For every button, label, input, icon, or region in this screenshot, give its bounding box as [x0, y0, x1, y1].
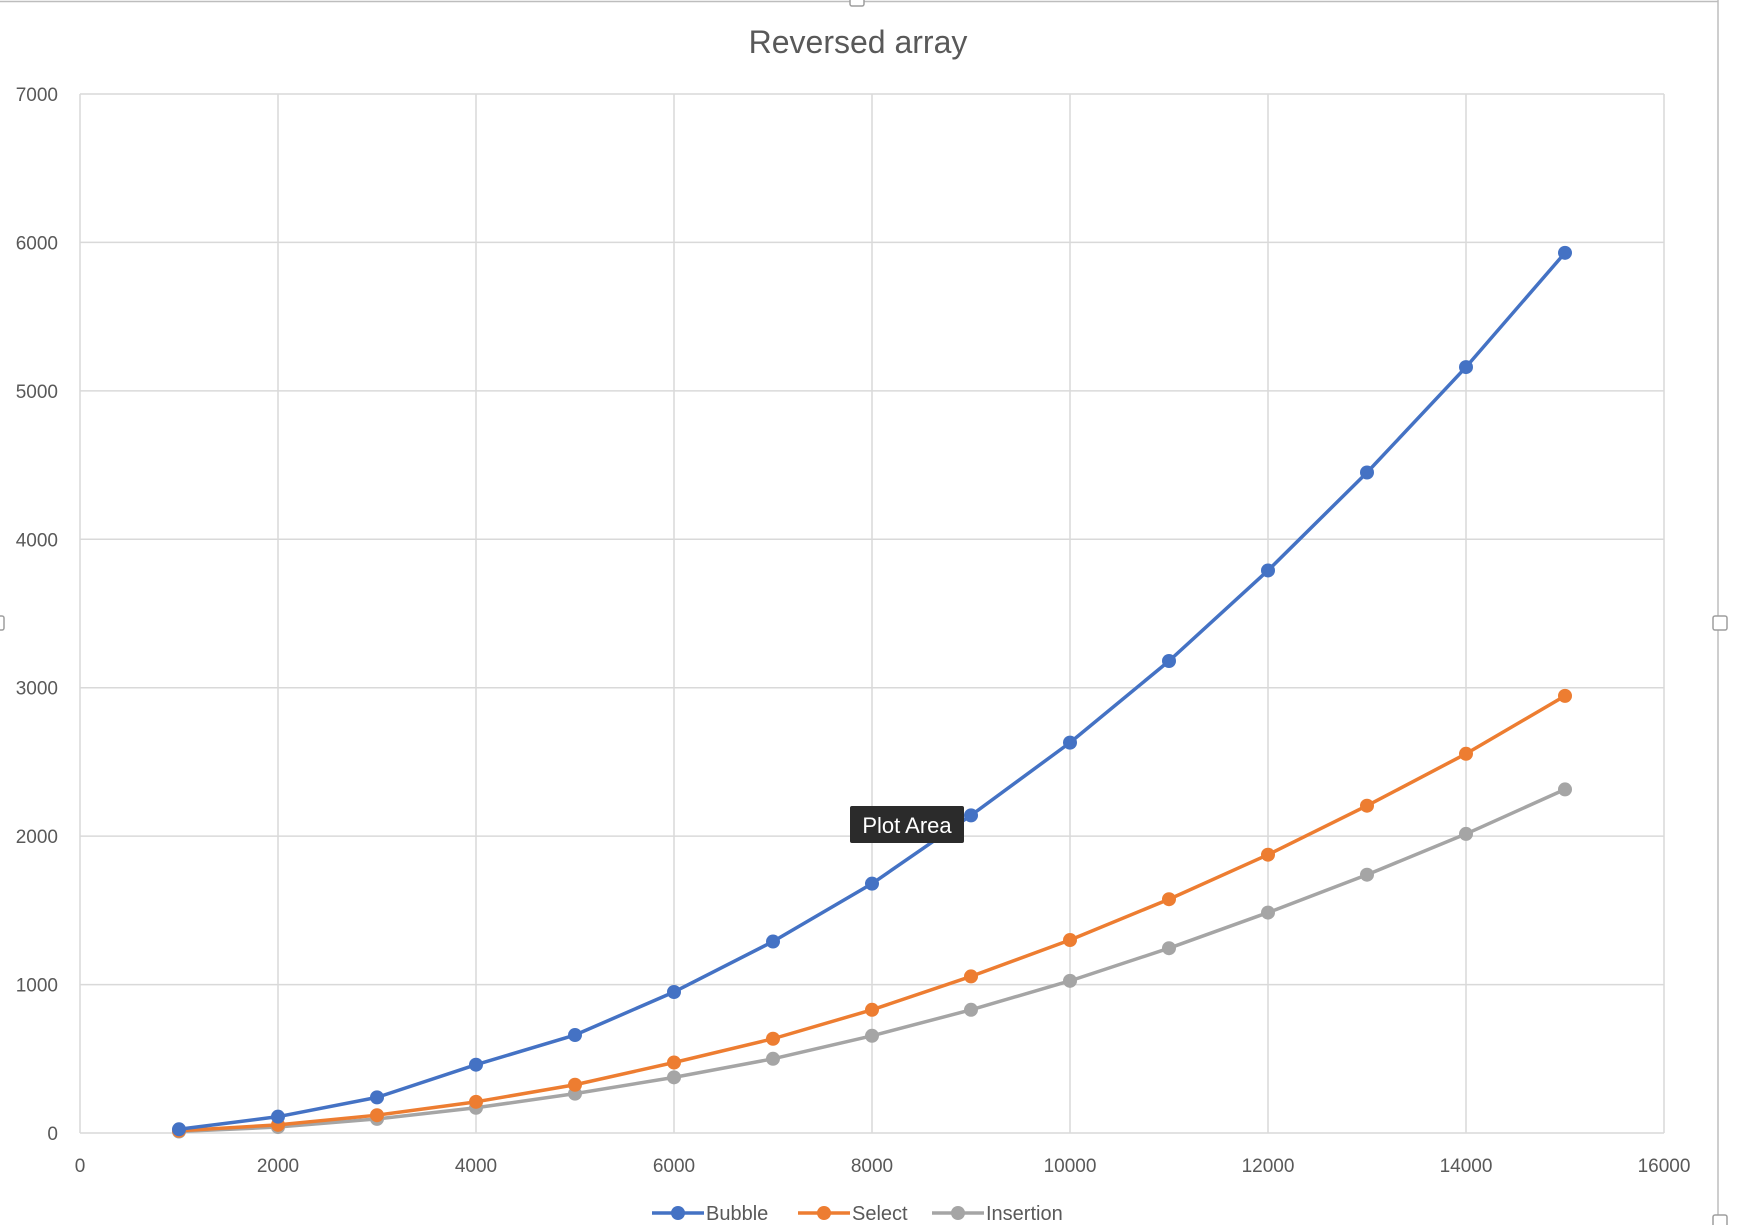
data-point[interactable] [172, 1122, 186, 1137]
data-point[interactable] [1558, 782, 1572, 797]
data-point[interactable] [766, 1051, 780, 1066]
data-point[interactable] [667, 984, 681, 999]
data-point[interactable] [1558, 688, 1572, 703]
x-tick-label: 10000 [1044, 1156, 1097, 1177]
legend-label: Insertion [986, 1203, 1063, 1225]
legend-item-select[interactable]: Select [798, 1203, 908, 1225]
y-tick-label: 0 [47, 1124, 58, 1145]
legend-item-bubble[interactable]: Bubble [652, 1203, 768, 1225]
x-tick-label: 8000 [851, 1156, 893, 1177]
data-point[interactable] [964, 1002, 978, 1017]
series-layer[interactable] [172, 245, 1572, 1139]
y-tick-label: 6000 [16, 233, 58, 254]
data-point[interactable] [1558, 245, 1572, 260]
legend-label: Select [852, 1203, 908, 1225]
data-point[interactable] [964, 969, 978, 984]
data-point[interactable] [766, 934, 780, 949]
data-point[interactable] [1360, 867, 1374, 882]
tooltip-text: Plot Area [862, 813, 952, 838]
resize-handle-bottom-right[interactable] [1712, 1214, 1728, 1230]
data-point[interactable] [766, 1031, 780, 1046]
y-tick-label: 4000 [16, 530, 58, 551]
axis-tick-labels: 0 2000 4000 6000 8000 10000 12000 14000 16000 0 10… [16, 85, 1691, 1177]
data-point[interactable] [1459, 746, 1473, 761]
data-point[interactable] [1261, 563, 1275, 578]
data-point[interactable] [667, 1055, 681, 1070]
data-point[interactable] [1459, 360, 1473, 375]
legend-item-insertion[interactable]: Insertion [932, 1203, 1063, 1225]
data-point[interactable] [469, 1057, 483, 1072]
data-point[interactable] [1360, 798, 1374, 813]
data-point[interactable] [1063, 973, 1077, 988]
data-point[interactable] [1261, 905, 1275, 920]
data-point[interactable] [469, 1094, 483, 1109]
data-point[interactable] [1459, 826, 1473, 841]
data-point[interactable] [1261, 847, 1275, 862]
x-tick-label: 6000 [653, 1156, 695, 1177]
legend-marker [671, 1206, 685, 1220]
legend[interactable]: Bubble Select Insertion [652, 1203, 1063, 1225]
data-point[interactable] [1063, 735, 1077, 750]
data-point[interactable] [865, 876, 879, 891]
plot-area-tooltip: Plot Area [850, 806, 964, 843]
data-point[interactable] [964, 808, 978, 823]
data-point[interactable] [1360, 465, 1374, 480]
data-point[interactable] [370, 1108, 384, 1123]
y-tick-label: 5000 [16, 382, 58, 403]
y-tick-label: 2000 [16, 827, 58, 848]
x-tick-label: 16000 [1638, 1156, 1691, 1177]
chart-title[interactable]: Reversed array [749, 24, 968, 60]
data-point[interactable] [370, 1090, 384, 1105]
data-point[interactable] [865, 1028, 879, 1043]
data-point[interactable] [667, 1070, 681, 1085]
x-tick-label: 14000 [1440, 1156, 1493, 1177]
data-point[interactable] [1063, 933, 1077, 948]
y-tick-label: 1000 [16, 976, 58, 997]
legend-label: Bubble [706, 1203, 768, 1225]
legend-marker [951, 1206, 965, 1220]
data-point[interactable] [568, 1077, 582, 1092]
resize-handle-right[interactable] [1712, 615, 1728, 631]
x-tick-label: 0 [75, 1156, 86, 1177]
data-point[interactable] [1162, 653, 1176, 668]
x-tick-label: 2000 [257, 1156, 299, 1177]
data-point[interactable] [568, 1028, 582, 1043]
data-point[interactable] [1162, 941, 1176, 956]
x-tick-label: 4000 [455, 1156, 497, 1177]
y-tick-label: 3000 [16, 679, 58, 700]
resize-handle-left[interactable] [0, 615, 5, 631]
data-point[interactable] [865, 1002, 879, 1017]
x-tick-label: 12000 [1242, 1156, 1295, 1177]
y-tick-label: 7000 [16, 85, 58, 106]
series-bubble[interactable] [172, 245, 1572, 1137]
legend-marker [817, 1206, 831, 1220]
tooltip-background [850, 806, 964, 843]
data-point[interactable] [271, 1109, 285, 1124]
data-point[interactable] [1162, 892, 1176, 907]
resize-handle-top[interactable] [849, 0, 865, 7]
